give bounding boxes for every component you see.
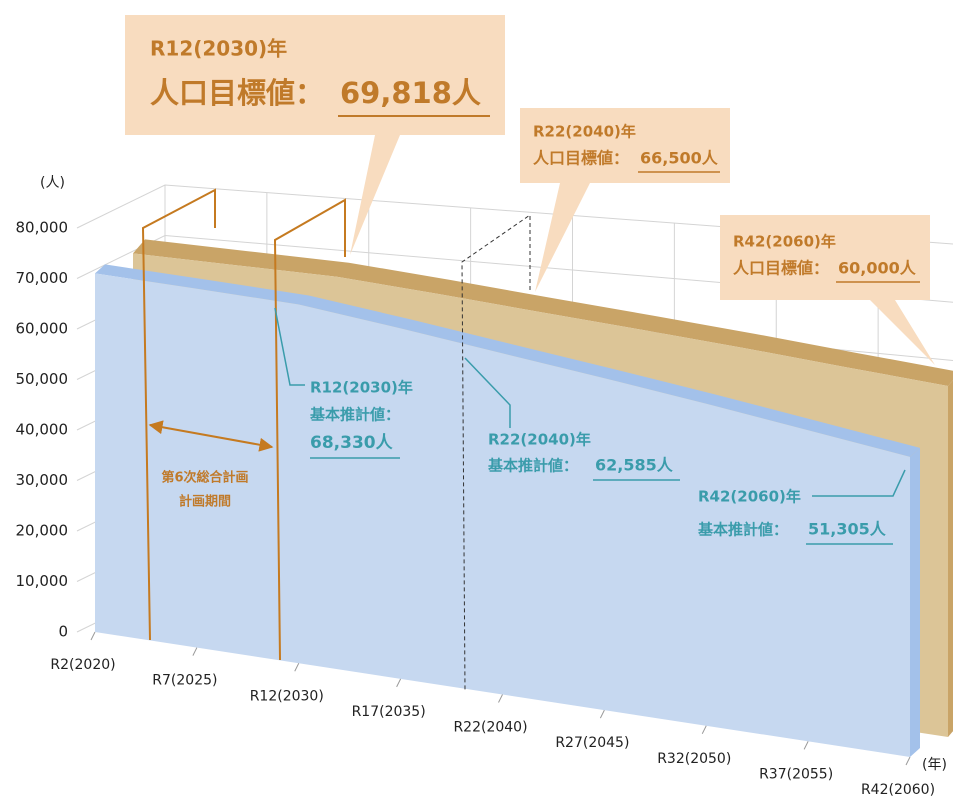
callout-box (720, 215, 935, 365)
callout-box (520, 108, 730, 292)
y-tick-label: 40,000 (16, 421, 69, 439)
callout-title: R22(2040)年 (533, 123, 636, 141)
x-tick-label: R2(2020) (50, 657, 115, 673)
callout-box (125, 15, 505, 255)
period-label: 計画期間 (179, 494, 231, 510)
plan-period: 第6次総合計画 計画期間 (141, 188, 531, 691)
x-tick (803, 741, 809, 750)
x-tick (498, 694, 503, 703)
callout-name: 基本推計値： (309, 406, 400, 424)
x-tick-label: R22(2040) (453, 720, 527, 736)
x-tick-label: R12(2030) (250, 688, 324, 704)
y-tick-label: 50,000 (16, 370, 69, 388)
callout-name: 人口目標値： (533, 149, 629, 168)
x-tick (294, 663, 300, 672)
area-side (948, 380, 953, 737)
y-tick-label: 20,000 (16, 522, 69, 540)
area-side (910, 447, 920, 757)
value-label: 69,818人 (340, 76, 481, 110)
x-tick-label: R32(2050) (657, 751, 731, 767)
callout-name: 基本推計値： (487, 457, 578, 475)
x-tick-label: R17(2035) (352, 704, 426, 720)
area-top (95, 264, 920, 457)
y-tick-label: 60,000 (16, 320, 69, 338)
callout-name: 基本推計値： (697, 521, 788, 539)
y-tick-label: 0 (58, 623, 68, 641)
x-tick-label: R42(2060) (861, 782, 935, 798)
leader-line (812, 469, 906, 497)
callout-title: R22(2040)年 (488, 431, 591, 449)
callout-name: 人口目標値： (733, 259, 829, 278)
callout-title: R12(2030)年 (310, 379, 413, 397)
x-tick (905, 756, 911, 766)
callout-title: R12(2030)年 (150, 37, 287, 61)
x-tick-label: R27(2045) (555, 735, 629, 751)
year-marker (461, 214, 531, 691)
y-tick-label: 10,000 (16, 572, 69, 590)
callouts: R12(2030)年 人口目標値： 69,818人 R22(2040)年 人口目… (125, 15, 935, 545)
period-label: 第6次総合計画 (161, 470, 248, 486)
x-tick (701, 725, 707, 734)
leader-line (464, 357, 511, 428)
y-tick-label: 30,000 (16, 471, 69, 489)
callout-name: 人口目標値： (150, 76, 324, 110)
x-unit-label: (年) (922, 757, 947, 773)
x-tick-label: R37(2055) (759, 766, 833, 782)
y-unit-label: (人) (40, 175, 65, 191)
value-label: 66,500人 (640, 149, 719, 168)
value-label: 51,305人 (808, 520, 887, 539)
value-label: 68,330人 (310, 433, 394, 453)
y-tick-label: 80,000 (16, 219, 69, 237)
x-tick (90, 631, 96, 641)
x-tick (192, 647, 198, 656)
x-tick (599, 709, 605, 719)
value-label: 62,585人 (595, 456, 674, 475)
area-top (133, 239, 953, 386)
period-line (273, 198, 346, 661)
callout-title: R42(2060)年 (698, 488, 801, 506)
area-front (95, 273, 910, 757)
y-tick-label: 70,000 (16, 269, 69, 287)
callout-title: R42(2060)年 (733, 233, 836, 251)
x-tick-label: R7(2025) (152, 673, 217, 689)
leader-line (274, 307, 305, 386)
x-tick (396, 678, 402, 688)
period-line (141, 188, 216, 641)
period-arrow (148, 420, 274, 452)
value-label: 60,000人 (838, 259, 917, 278)
